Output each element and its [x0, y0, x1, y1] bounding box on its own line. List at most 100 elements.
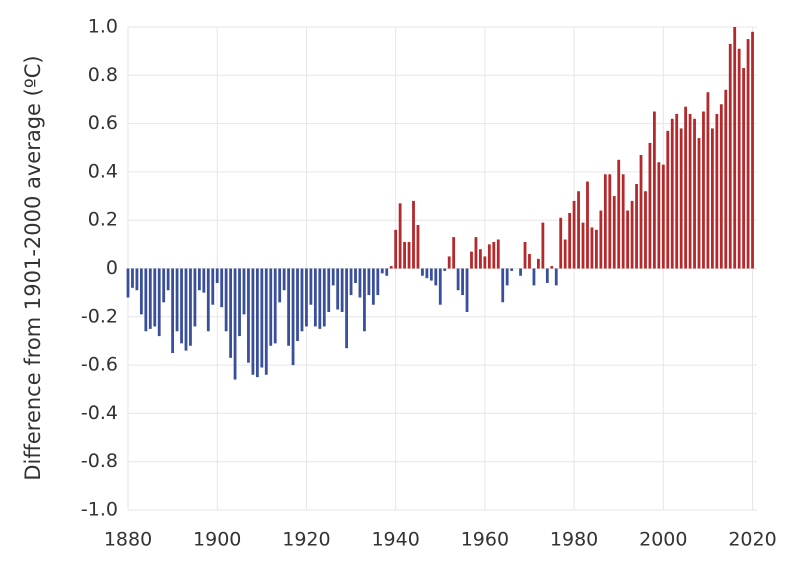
bar — [202, 268, 206, 293]
bar — [746, 39, 750, 269]
y-tick-label: -0.4 — [81, 402, 118, 424]
bar — [407, 241, 411, 269]
bar — [652, 111, 656, 269]
bar — [675, 113, 679, 269]
bar — [608, 174, 612, 269]
bar — [742, 68, 746, 269]
bar — [545, 268, 549, 283]
bar — [599, 210, 603, 269]
bar — [666, 130, 670, 269]
bar — [153, 268, 157, 327]
bar — [416, 225, 420, 269]
x-tick-label: 2000 — [639, 529, 687, 551]
bar — [242, 268, 246, 315]
bar — [331, 268, 335, 286]
bar — [737, 48, 741, 269]
bar — [648, 142, 652, 269]
bar — [492, 241, 496, 269]
bar — [313, 268, 317, 327]
bar — [554, 268, 558, 286]
x-tick-label: 1960 — [461, 529, 509, 551]
bar — [563, 239, 567, 269]
x-tick-label: 1980 — [550, 529, 598, 551]
bar — [322, 268, 326, 327]
bar — [639, 154, 643, 269]
bar — [144, 268, 148, 332]
bar — [733, 27, 737, 269]
bar — [532, 268, 536, 286]
bar — [661, 164, 665, 269]
bar — [684, 106, 688, 269]
bar — [251, 268, 255, 375]
bar — [135, 268, 139, 291]
bar — [309, 268, 313, 305]
bar — [269, 268, 273, 346]
bar — [603, 174, 607, 269]
bar — [278, 268, 282, 303]
bar — [461, 268, 464, 296]
bar — [719, 104, 723, 269]
bar — [148, 268, 152, 329]
bar — [425, 268, 429, 279]
bar — [483, 256, 487, 269]
bar — [380, 268, 384, 274]
bar — [586, 181, 589, 269]
bar — [528, 254, 531, 269]
bar — [715, 113, 719, 269]
bar — [162, 268, 166, 303]
bar — [657, 162, 661, 269]
bar — [581, 222, 585, 269]
bar — [505, 268, 509, 286]
bar — [340, 268, 344, 312]
bar — [590, 227, 594, 269]
bar — [300, 268, 304, 332]
bar — [184, 268, 188, 351]
bar — [568, 212, 572, 269]
y-tick-label: -0.6 — [81, 354, 118, 376]
bar — [291, 268, 295, 366]
bar — [670, 118, 674, 269]
bar — [224, 268, 228, 332]
bar — [644, 191, 647, 269]
bar — [447, 256, 451, 269]
bar — [193, 268, 197, 327]
bar — [438, 268, 442, 305]
x-tick-label: 1900 — [193, 529, 241, 551]
y-tick-label: -1.0 — [81, 499, 118, 521]
bar — [697, 138, 701, 269]
bar — [519, 268, 522, 276]
y-tick-label: 0.4 — [88, 160, 118, 182]
bar — [318, 268, 322, 329]
bar — [621, 174, 625, 269]
bar — [367, 268, 371, 296]
bar — [296, 268, 299, 341]
bar — [126, 268, 130, 298]
bar — [389, 266, 393, 269]
bar — [751, 31, 754, 269]
y-tick-label: 0.2 — [88, 209, 118, 231]
bar — [220, 268, 224, 308]
bar — [474, 237, 478, 269]
bar — [376, 268, 380, 296]
bar — [349, 268, 353, 296]
bar — [617, 159, 621, 269]
bar — [728, 43, 732, 269]
bar — [577, 191, 580, 269]
y-tick-label: 0 — [106, 257, 118, 279]
bar — [693, 118, 696, 269]
bar — [131, 268, 134, 288]
y-tick-label: -0.2 — [81, 305, 118, 327]
bar — [572, 200, 576, 269]
bar — [479, 249, 482, 269]
bar — [710, 128, 714, 269]
bar — [487, 244, 491, 269]
bar — [679, 128, 683, 269]
bar — [260, 268, 264, 368]
bar — [394, 229, 398, 269]
bar — [336, 268, 340, 310]
bar — [434, 268, 438, 286]
bar — [510, 268, 514, 271]
bar — [171, 268, 175, 354]
bar — [443, 268, 447, 271]
